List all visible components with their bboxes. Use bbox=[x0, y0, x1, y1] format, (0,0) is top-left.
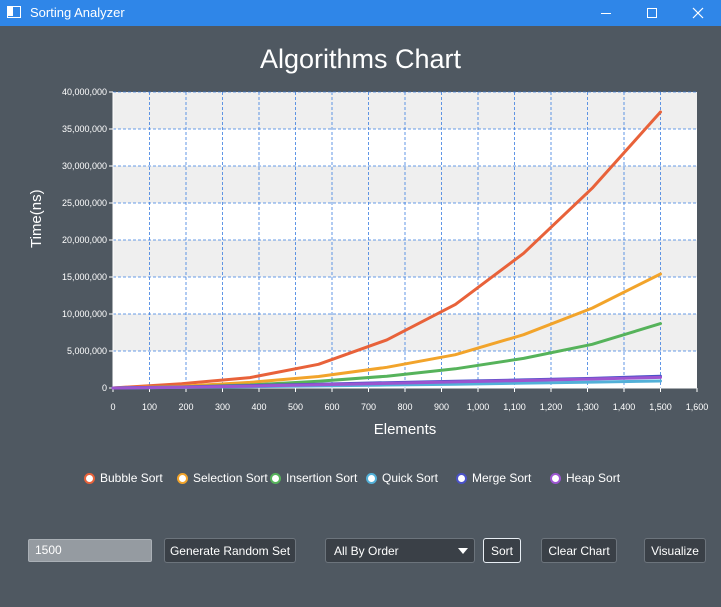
legend-marker-icon bbox=[456, 472, 467, 484]
y-tick-label: 15,000,000 bbox=[62, 272, 107, 282]
legend-item: Merge Sort bbox=[456, 471, 531, 485]
maximize-button[interactable] bbox=[629, 0, 675, 26]
x-tick-label: 500 bbox=[288, 402, 303, 412]
y-tick-label: 0 bbox=[102, 383, 107, 393]
x-tick-label: 300 bbox=[215, 402, 230, 412]
x-tick-label: 0 bbox=[110, 402, 115, 412]
legend-marker-icon bbox=[550, 472, 561, 484]
close-icon bbox=[692, 7, 704, 19]
x-axis-label: Elements bbox=[373, 421, 437, 438]
chart-title: Algorithms Chart bbox=[259, 44, 462, 74]
legend-label: Bubble Sort bbox=[100, 471, 163, 485]
app-icon bbox=[7, 6, 21, 18]
y-tick-label: 30,000,000 bbox=[62, 161, 107, 171]
x-tick-label: 800 bbox=[397, 402, 412, 412]
legend-label: Merge Sort bbox=[472, 471, 532, 485]
legend-marker-icon bbox=[84, 472, 95, 484]
x-tick-label: 1,100 bbox=[503, 402, 526, 412]
x-tick-label: 400 bbox=[251, 402, 266, 412]
legend-label: Insertion Sort bbox=[286, 471, 358, 485]
x-tick-label: 100 bbox=[142, 402, 157, 412]
element-count-input[interactable]: 1500 bbox=[28, 539, 152, 562]
y-tick-label: 25,000,000 bbox=[62, 198, 107, 208]
x-tick-label: 1,200 bbox=[540, 402, 563, 412]
visualize-button[interactable]: Visualize bbox=[644, 538, 706, 563]
x-tick-label: 200 bbox=[178, 402, 193, 412]
series-line-bubble-sort bbox=[111, 110, 662, 390]
y-tick-label: 10,000,000 bbox=[62, 309, 107, 319]
x-tick-label: 900 bbox=[434, 402, 449, 412]
series-line-heap-sort bbox=[111, 375, 662, 390]
order-select-value: All By Order bbox=[334, 544, 399, 558]
minimize-icon bbox=[601, 13, 611, 14]
generate-random-set-button[interactable]: Generate Random Set bbox=[164, 538, 296, 563]
legend-item: Bubble Sort bbox=[84, 471, 163, 485]
maximize-icon bbox=[647, 8, 657, 18]
x-tick-label: 1,000 bbox=[467, 402, 490, 412]
y-tick-label: 40,000,000 bbox=[62, 87, 107, 97]
legend-item: Selection Sort bbox=[177, 471, 268, 485]
x-tick-label: 1,400 bbox=[613, 402, 636, 412]
legend-item: Quick Sort bbox=[366, 471, 438, 485]
window-title: Sorting Analyzer bbox=[30, 5, 125, 20]
clear-chart-button[interactable]: Clear Chart bbox=[541, 538, 617, 563]
minimize-button[interactable] bbox=[583, 0, 629, 26]
title-bar: Sorting Analyzer bbox=[0, 0, 721, 26]
order-select[interactable]: All By Order bbox=[325, 538, 475, 563]
legend-item: Heap Sort bbox=[550, 471, 620, 485]
legend-label: Quick Sort bbox=[382, 471, 439, 485]
y-tick-label: 5,000,000 bbox=[67, 346, 107, 356]
chevron-down-icon bbox=[458, 548, 468, 554]
x-tick-label: 1,600 bbox=[686, 402, 709, 412]
y-tick-label: 35,000,000 bbox=[62, 124, 107, 134]
x-tick-label: 1,500 bbox=[649, 402, 672, 412]
legend-label: Heap Sort bbox=[566, 471, 621, 485]
y-tick-label: 20,000,000 bbox=[62, 235, 107, 245]
legend-marker-icon bbox=[177, 472, 188, 484]
legend-item: Insertion Sort bbox=[270, 471, 357, 485]
sort-button[interactable]: Sort bbox=[483, 538, 521, 563]
legend-marker-icon bbox=[270, 472, 281, 484]
close-button[interactable] bbox=[675, 0, 721, 26]
x-tick-label: 600 bbox=[324, 402, 339, 412]
legend-marker-icon bbox=[366, 472, 377, 484]
x-tick-label: 700 bbox=[361, 402, 376, 412]
legend-label: Selection Sort bbox=[193, 471, 268, 485]
x-tick-label: 1,300 bbox=[576, 402, 599, 412]
